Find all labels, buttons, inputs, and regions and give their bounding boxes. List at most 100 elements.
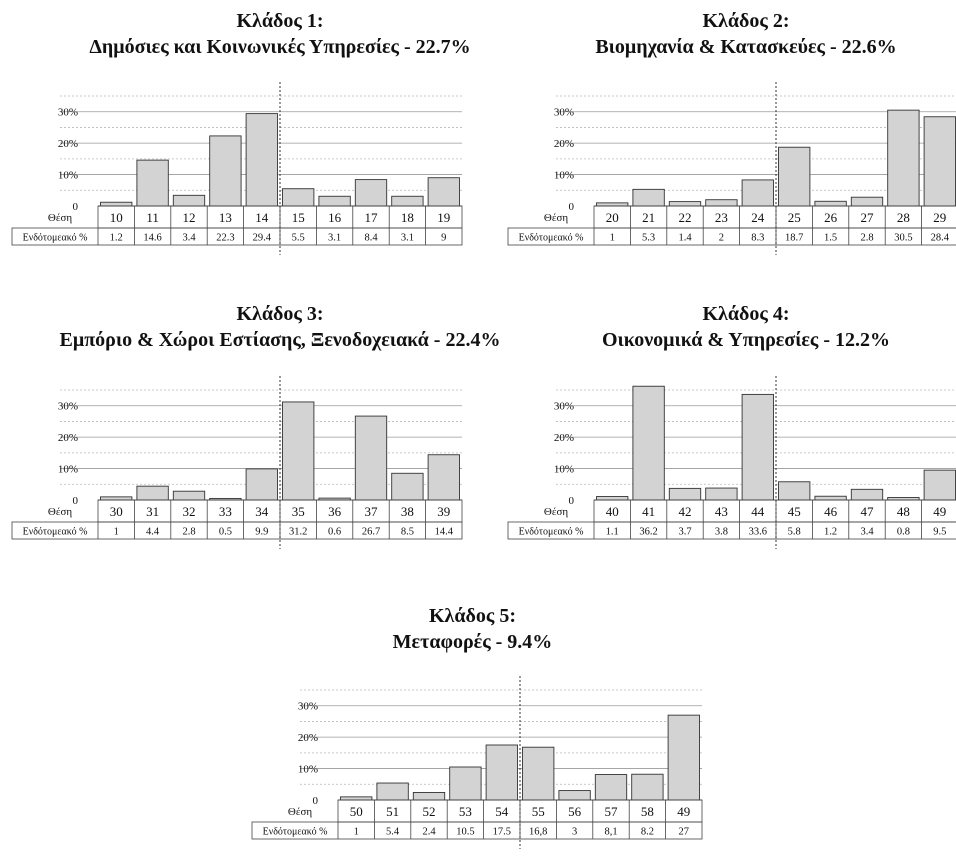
value-label: 1 xyxy=(114,527,119,538)
bar xyxy=(814,200,847,207)
row-label-share: Ενδότομεακό % xyxy=(23,233,88,244)
category-label: 22 xyxy=(679,210,692,225)
value-label: 36.2 xyxy=(639,527,657,538)
value-label: 5.8 xyxy=(788,527,801,538)
bar xyxy=(778,481,811,501)
category-label: 57 xyxy=(605,804,619,819)
category-label: 35 xyxy=(292,504,305,519)
row-label-share: Ενδότομεακό % xyxy=(519,527,584,538)
category-label: 24 xyxy=(751,210,765,225)
chart-3: 0 10% 20% 30% Θέση Ενδότομεακό % 30 1 31 4.4 32 2.8… xyxy=(11,376,463,549)
bar xyxy=(850,196,884,207)
bar xyxy=(632,188,665,207)
y-tick-label: 0 xyxy=(313,795,319,807)
y-tick-label: 30% xyxy=(554,107,574,119)
value-label: 1.1 xyxy=(606,527,619,538)
value-label: 18.7 xyxy=(785,233,803,244)
category-label: 18 xyxy=(401,210,414,225)
y-tick-label: 20% xyxy=(554,138,574,150)
chart-3-title: Κλάδος 3: Εμπόριο & Χώροι Εστίασης, Ξενο… xyxy=(20,301,540,353)
value-label: 3.1 xyxy=(328,233,341,244)
category-label: 38 xyxy=(401,504,414,519)
chart-1: 0 10% 20% 30% Θέση Ενδότομεακό % 10 1.2 11 14.6 12… xyxy=(11,82,463,255)
chart-5: 0 10% 20% 30% Θέση Ενδότομεακό % 50 1 51 5.4 52 2.4… xyxy=(251,676,703,849)
category-label: 48 xyxy=(897,504,910,519)
category-label: 25 xyxy=(788,210,801,225)
bar xyxy=(814,495,847,501)
bar xyxy=(485,744,518,801)
y-tick-label: 30% xyxy=(554,401,574,413)
chart-2-title-line1: Κλάδος 2: xyxy=(702,10,790,32)
chart-4-title: Κλάδος 4: Οικονομικά & Υπηρεσίες - 12.2% xyxy=(536,301,956,353)
value-label: 0.5 xyxy=(219,527,232,538)
chart-2-title-line2: Βιομηχανία & Κατασκεύες - 22.6% xyxy=(595,36,897,58)
y-tick-label: 20% xyxy=(58,138,78,150)
category-label: 36 xyxy=(328,504,342,519)
value-label: 8.2 xyxy=(641,827,654,838)
category-label: 10 xyxy=(110,210,123,225)
y-tick-label: 20% xyxy=(298,732,318,744)
value-label: 2.8 xyxy=(860,233,873,244)
category-label: 40 xyxy=(606,504,619,519)
chart-2: 0 10% 20% 30% Θέση Ενδότομεακό % 20 1 21 5.3 22 1.4… xyxy=(507,82,956,255)
bar xyxy=(427,177,460,207)
value-label: 5.4 xyxy=(386,827,400,838)
category-label: 55 xyxy=(532,804,545,819)
row-label-position: Θέση xyxy=(288,806,312,818)
value-label: 3.1 xyxy=(401,233,414,244)
bar xyxy=(668,487,702,501)
table-row-share xyxy=(11,227,463,246)
category-label: 20 xyxy=(606,210,619,225)
row-label-share: Ενδότομεακό % xyxy=(263,827,328,838)
value-label: 1 xyxy=(354,827,359,838)
table-row-share xyxy=(251,821,703,840)
bar xyxy=(741,179,774,207)
chart-1-title: Κλάδος 1: Δημόσιες και Κοινωνικές Υπηρεσ… xyxy=(40,8,520,60)
bar xyxy=(282,401,315,501)
y-tick-label: 10% xyxy=(554,170,574,182)
bar xyxy=(741,393,774,501)
y-tick-label: 0 xyxy=(569,201,575,213)
chart-4: 0 10% 20% 30% Θέση Ενδότομεακό % 40 1.1 41 36.2 42… xyxy=(507,376,956,549)
bar xyxy=(172,490,206,501)
category-label: 17 xyxy=(365,210,379,225)
value-label: 22.3 xyxy=(216,233,234,244)
bar xyxy=(354,415,388,501)
y-tick-label: 10% xyxy=(298,764,318,776)
category-label: 33 xyxy=(219,504,232,519)
row-label-position: Θέση xyxy=(544,506,568,518)
value-label: 1.2 xyxy=(824,527,837,538)
bar xyxy=(667,714,700,801)
value-label: 29.4 xyxy=(253,233,272,244)
chart-4-title-line2: Οικονομικά & Υπηρεσίες - 12.2% xyxy=(601,329,891,351)
value-label: 30.5 xyxy=(894,233,912,244)
category-label: 13 xyxy=(219,210,232,225)
bar xyxy=(412,792,446,801)
row-label-position: Θέση xyxy=(48,212,72,224)
category-label: 26 xyxy=(824,210,838,225)
chart-5-title-line1: Κλάδος 5: xyxy=(428,605,517,627)
category-label: 19 xyxy=(437,210,450,225)
value-label: 5.5 xyxy=(292,233,305,244)
value-label: 8.4 xyxy=(364,233,378,244)
category-label: 34 xyxy=(255,504,269,519)
bar xyxy=(522,746,555,801)
category-label: 46 xyxy=(824,504,838,519)
category-label: 56 xyxy=(568,804,582,819)
bar xyxy=(594,774,628,801)
bar xyxy=(376,782,409,801)
value-label: 1.4 xyxy=(678,233,692,244)
value-label: 33.6 xyxy=(749,527,767,538)
category-label: 11 xyxy=(146,210,159,225)
category-label: 58 xyxy=(641,804,654,819)
category-label: 30 xyxy=(110,504,123,519)
y-tick-label: 10% xyxy=(554,464,574,476)
value-label: 8,1 xyxy=(604,827,617,838)
row-label-share: Ενδότομεακό % xyxy=(519,233,584,244)
y-tick-label: 20% xyxy=(58,432,78,444)
bar xyxy=(172,194,206,207)
category-label: 21 xyxy=(642,210,655,225)
category-label: 51 xyxy=(386,804,399,819)
bar xyxy=(136,485,169,501)
value-label: 3.4 xyxy=(860,527,874,538)
